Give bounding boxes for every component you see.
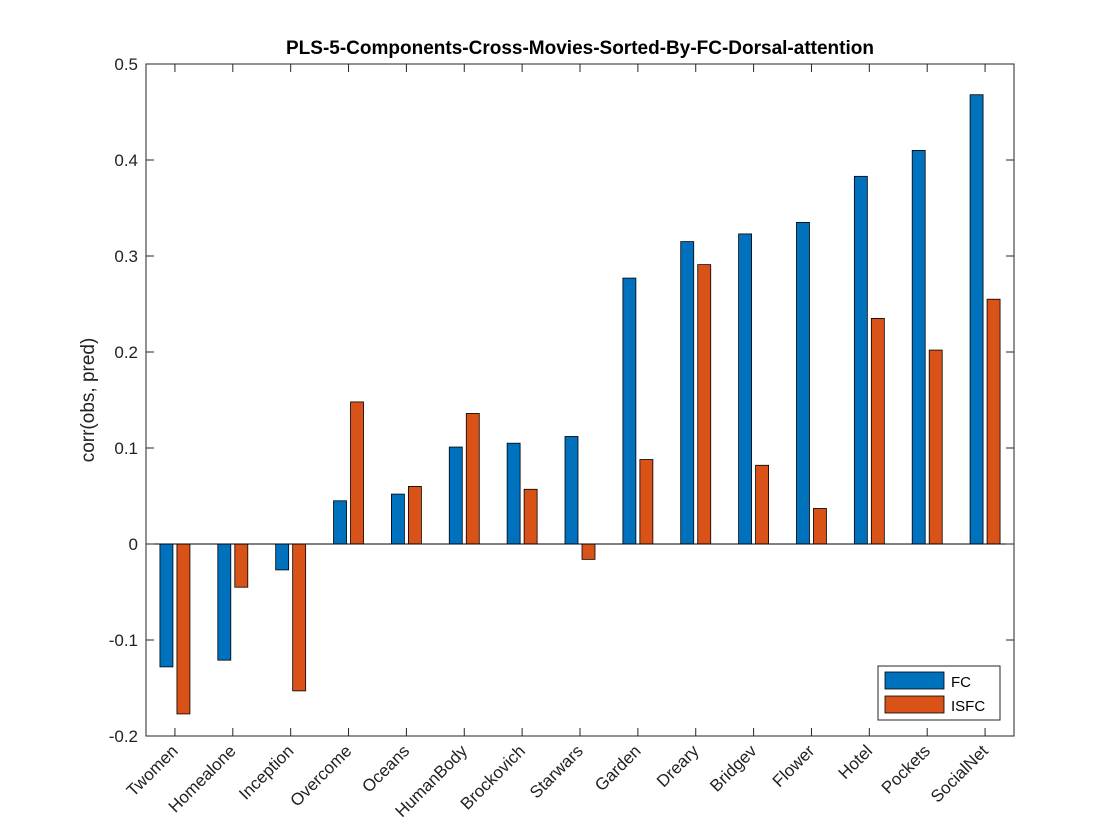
y-axis-ticks: -0.2 -0.1 0 0.1 0.2 0.3 0.4 0.5 [109, 55, 1014, 746]
legend-label-fc: FC [951, 674, 971, 691]
x-tick-label-socialnet: SocialNet [927, 741, 992, 806]
bar-isfc-dreary [697, 264, 712, 545]
legend-swatch-fc [884, 671, 945, 690]
bar-isfc-flower [813, 508, 827, 545]
bar-isfc-homealone [234, 543, 249, 588]
bar-isfc-brockovich [523, 488, 538, 545]
x-tick-label-twomen: Twomen [123, 741, 182, 800]
bar-fc-twomen [159, 543, 174, 668]
bar-fc-oceans [390, 493, 405, 545]
bar-fc-starwars [564, 436, 579, 545]
bar-isfc-overcome [350, 401, 364, 545]
y-tick-label: 0.2 [114, 343, 138, 362]
bar-fc-hotel [853, 175, 868, 545]
x-tick-label-flower: Flower [769, 741, 819, 791]
legend-label-isfc: ISFC [951, 698, 985, 715]
bar-fc-homealone [217, 543, 232, 661]
bar-fc-pockets [911, 149, 926, 545]
bars-group [146, 94, 1014, 715]
bar-isfc-bridgev [755, 464, 769, 545]
y-tick-label: -0.2 [109, 727, 138, 746]
bar-isfc-twomen [176, 543, 191, 715]
x-tick-label-bridgev: Bridgev [706, 741, 761, 796]
bar-isfc-hotel [870, 317, 885, 545]
y-tick-label: 0.3 [114, 247, 138, 266]
legend: FC ISFC [877, 665, 1001, 721]
x-tick-label-oceans: Oceans [358, 741, 413, 796]
bar-fc-bridgev [738, 233, 752, 545]
bar-fc-humanbody [448, 446, 463, 545]
x-tick-label-dreary: Dreary [653, 741, 703, 791]
x-tick-label-starwars: Starwars [526, 741, 587, 802]
y-tick-label: 0.1 [114, 439, 138, 458]
bar-isfc-pockets [928, 349, 943, 545]
bar-isfc-inception [292, 543, 307, 692]
bar-isfc-humanbody [465, 413, 480, 545]
bar-fc-socialnet [969, 94, 984, 545]
bar-isfc-oceans [407, 485, 422, 545]
bar-isfc-garden [639, 459, 654, 545]
y-tick-label: 0.4 [114, 151, 138, 170]
y-axis-label: corr(obs, pred) [78, 338, 99, 463]
bar-fc-garden [622, 277, 637, 545]
x-tick-label-pockets: Pockets [878, 741, 934, 797]
y-tick-label: 0.5 [114, 55, 138, 74]
y-tick-label: -0.1 [109, 631, 138, 650]
y-tick-label: 0 [129, 535, 138, 554]
bar-isfc-starwars [581, 543, 596, 560]
bar-fc-dreary [680, 241, 695, 545]
bar-isfc-socialnet [986, 298, 1001, 545]
x-tick-label-garden: Garden [591, 741, 645, 795]
x-tick-label-hotel: Hotel [835, 741, 876, 782]
x-tick-label-overcome: Overcome [286, 741, 355, 810]
legend-swatch-isfc [884, 695, 945, 714]
bar-fc-flower [796, 221, 810, 545]
bar-fc-inception [275, 543, 290, 571]
bar-fc-brockovich [506, 442, 521, 545]
chart-title: PLS-5-Components-Cross-Movies-Sorted-By-… [286, 38, 874, 59]
bar-fc-overcome [333, 500, 347, 545]
